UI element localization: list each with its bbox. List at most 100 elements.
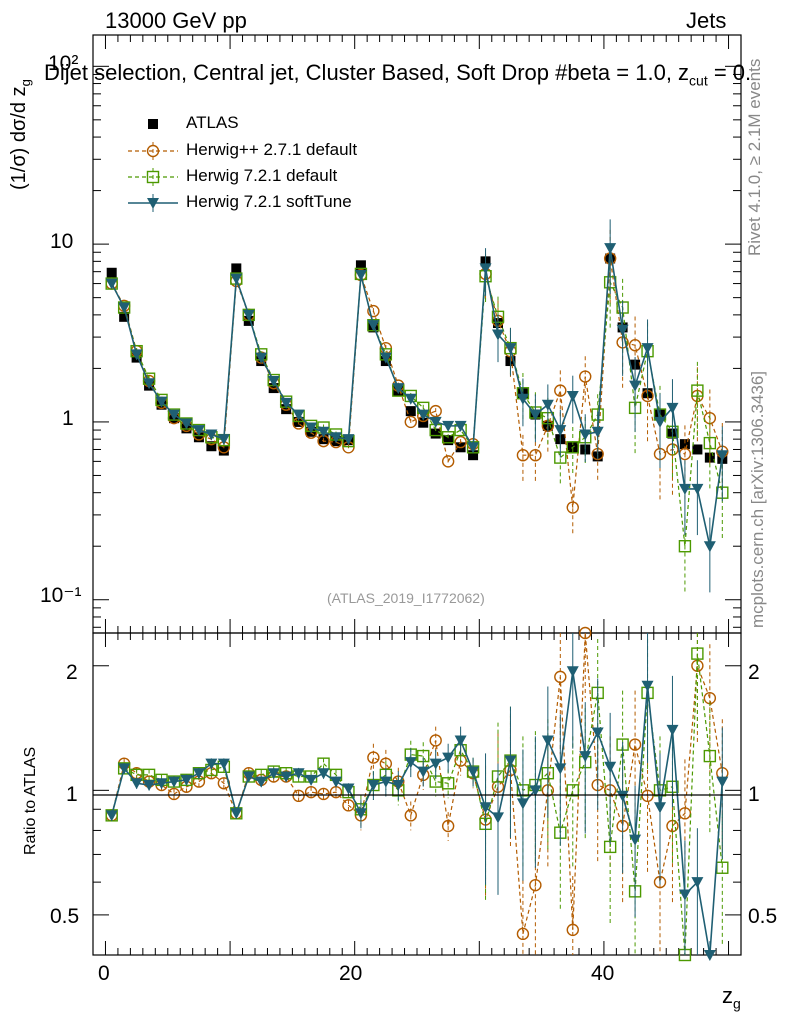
ratio-point-herwig7-softtune [292, 768, 305, 780]
data-point-atlas [193, 432, 204, 443]
data-point-herwig7-softtune [168, 409, 180, 421]
x-axis-label-sub: g [733, 995, 741, 1012]
ratio-point-herwigpp [317, 787, 330, 801]
x-axis-label: zg [722, 983, 741, 1011]
legend-entry-atlas: ATLAS [120, 113, 420, 135]
data-point-herwig7-softtune [217, 434, 230, 446]
ratio-point-herwigpp [429, 734, 442, 747]
ratio-point-herwig7-softtune [143, 780, 156, 792]
ratio-point-herwig7-softtune [479, 802, 492, 814]
ratio-point-herwig7-softtune [604, 761, 617, 773]
ratio-point-herwigpp [566, 923, 579, 937]
data-point-atlas [468, 450, 479, 461]
ratio-point-herwig7-softtune [516, 798, 529, 810]
data-point-herwig7-softtune [255, 352, 268, 364]
tick-label-ratio-1: 1 [66, 783, 78, 806]
ratio-line-herwigpp [111, 632, 723, 934]
ratio-point-herwig7-softtune [404, 757, 417, 769]
ratio-line-herwig7-default [111, 653, 723, 956]
ratio-point-herwig7-softtune [691, 877, 704, 889]
ratio-point-herwig7-softtune [354, 808, 367, 820]
ratio-point-herwigpp [292, 789, 305, 803]
data-point-herwig7-softtune [703, 541, 716, 553]
ratio-point-herwig7-softtune [417, 766, 430, 778]
ratio-point-herwig7-softtune [703, 950, 716, 961]
ratio-point-herwig7-softtune [180, 774, 193, 786]
plot-title-sub: cut [689, 72, 708, 89]
ratio-point-herwig7-softtune [217, 758, 230, 770]
data-point-atlas [218, 445, 229, 456]
ratio-point-herwig7-softtune [230, 808, 243, 820]
data-point-atlas [405, 406, 416, 417]
ratio-point-herwig7-softtune [392, 780, 405, 792]
ratio-point-herwigpp [304, 785, 318, 799]
data-point-herwig7-softtune [716, 450, 729, 462]
data-point-herwig7-softtune [691, 483, 704, 495]
data-point-herwig7-softtune [492, 329, 504, 341]
data-point-herwig7-default [703, 436, 717, 450]
data-point-herwigpp [566, 501, 579, 514]
legend-label-herwig7-softtune: Herwig 7.2.1 softTune [186, 192, 352, 211]
data-point-herwig7-softtune [654, 416, 666, 428]
data-point-herwig7-softtune [379, 352, 392, 364]
legend-markers [128, 119, 178, 212]
y-axis-label-top-main: (1/σ) dσ/d z [8, 86, 30, 190]
data-point-atlas [206, 441, 217, 452]
ratio-point-herwig7-softtune [641, 680, 654, 692]
tick-label-top-0p1: 10⁻¹ [40, 584, 82, 607]
legend-marker-herwig7-softtune [147, 198, 159, 209]
ratio-point-herwig7-softtune [529, 785, 542, 797]
data-point-herwig7-softtune [529, 409, 542, 421]
ratio-panel-series [105, 626, 729, 962]
header-energy: 13000 GeV pp [105, 8, 247, 33]
data-point-herwig7-softtune [105, 278, 118, 290]
ratio-point-herwig7-softtune [629, 834, 642, 846]
data-point-atlas [281, 404, 292, 415]
y-axis-label-ratio: Ratio to ATLAS [22, 746, 39, 855]
ratio-point-herwig7-softtune [267, 768, 280, 780]
data-point-herwig7-default [566, 441, 579, 454]
data-point-herwig7-softtune [516, 393, 529, 405]
data-point-herwig7-softtune [541, 399, 554, 411]
ratio-point-herwigpp [404, 809, 417, 822]
legend-entry-herwigpp: Herwig++ 2.7.1 default [120, 140, 420, 162]
data-point-atlas [418, 417, 429, 428]
ratio-point-herwig7-softtune [192, 768, 205, 780]
data-point-herwig7-softtune [479, 263, 492, 275]
data-point-herwig7-softtune [678, 483, 691, 495]
ratio-point-herwig7-softtune [467, 766, 480, 778]
ratio-line-herwig7-softtune [110, 671, 724, 956]
data-point-herwig7-softtune [454, 420, 467, 432]
axis-ticks [93, 35, 741, 956]
ratio-point-herwig7-softtune [442, 752, 455, 764]
data-point-herwig7-softtune [267, 375, 280, 387]
data-point-herwig7-softtune [467, 442, 480, 454]
legend-label-atlas: ATLAS [186, 113, 239, 132]
header-jets: Jets [686, 8, 727, 33]
data-point-herwig7-softtune [155, 396, 168, 408]
legend-label-herwigpp: Herwig++ 2.7.1 default [186, 140, 358, 159]
data-point-herwigpp [516, 448, 530, 462]
ratio-point-herwigpp [367, 751, 380, 764]
watermark-label: (ATLAS_2019_I1772062) [327, 590, 485, 606]
ratio-point-herwigpp [342, 799, 355, 812]
data-point-herwig7-softtune [629, 380, 642, 392]
data-point-atlas [106, 267, 117, 278]
ratio-point-herwig7-softtune [579, 751, 592, 763]
data-point-herwig7-softtune [305, 422, 318, 434]
ratio-point-herwig7-softtune [541, 735, 554, 747]
data-point-herwig7-softtune [442, 420, 455, 432]
data-point-herwig7-softtune [504, 343, 517, 355]
tick-label-ratio-0p5: 0.5 [50, 905, 80, 928]
ratio-point-herwig7-softtune [168, 776, 180, 788]
data-point-herwigpp [529, 448, 542, 462]
data-point-herwig7-softtune [280, 397, 293, 409]
ratio-point-herwig7-softtune [305, 774, 318, 786]
data-point-herwig7-softtune [330, 432, 342, 444]
data-point-herwig7-default [678, 540, 692, 553]
ratio-point-herwig7-default [691, 647, 704, 660]
ratio-point-herwigpp [628, 738, 642, 751]
series-line-herwig7-softtune [110, 247, 724, 547]
tick-label-top-1: 1 [62, 407, 74, 430]
ratio-point-herwigpp [529, 878, 542, 892]
